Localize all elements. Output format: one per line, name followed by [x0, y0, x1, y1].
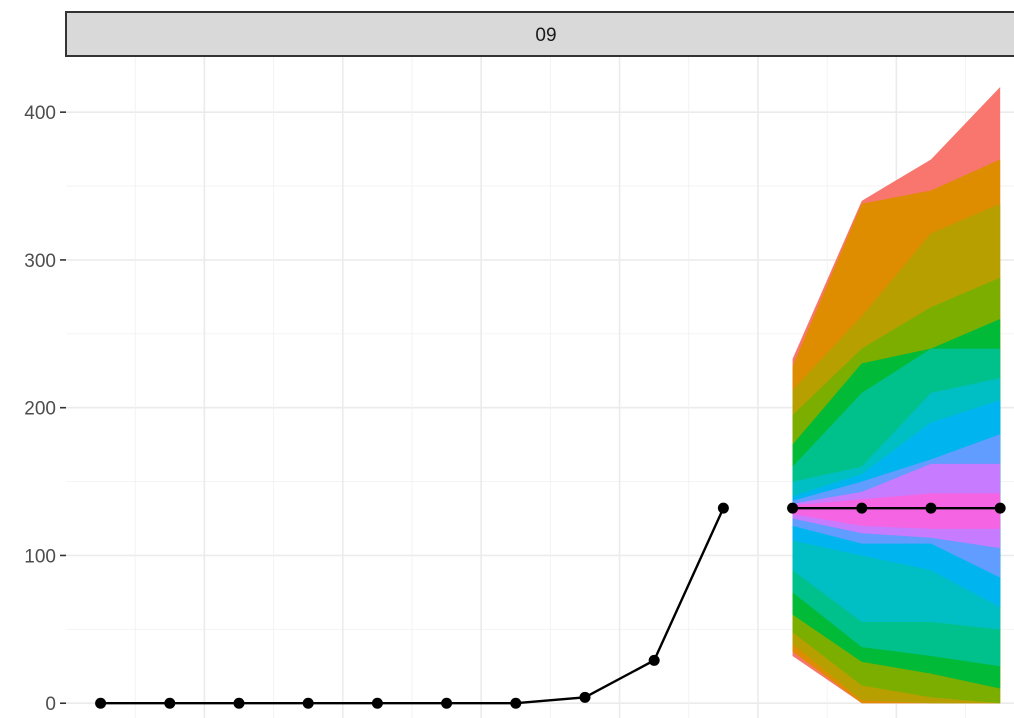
- data-point: [856, 502, 868, 514]
- data-point: [95, 697, 107, 709]
- facet-strip: 09: [65, 11, 1014, 57]
- data-point: [302, 697, 314, 709]
- data-point: [510, 697, 522, 709]
- y-tick-label: 300: [24, 251, 56, 272]
- y-tick-label: 200: [24, 399, 56, 420]
- data-point: [925, 502, 937, 514]
- facet-strip-background: [65, 11, 1014, 57]
- y-tick-label: 100: [24, 546, 56, 567]
- series-points: [95, 502, 1006, 709]
- facet-label: 09: [535, 25, 556, 46]
- data-point: [717, 502, 729, 514]
- data-point: [648, 654, 660, 666]
- series-lines: [100, 506, 1001, 705]
- forecast-band: [792, 493, 1001, 529]
- data-point: [441, 697, 453, 709]
- data-point: [994, 502, 1006, 514]
- y-tick-label: 0: [45, 694, 56, 715]
- series-line: [100, 507, 725, 705]
- data-point: [787, 502, 799, 514]
- data-point: [164, 697, 176, 709]
- data-point: [579, 691, 591, 703]
- y-axis: 0 100 200 300 400: [24, 103, 66, 715]
- forecast-fan: [792, 87, 1001, 704]
- y-tick-label: 400: [24, 103, 56, 124]
- data-point: [371, 697, 383, 709]
- data-point: [233, 697, 245, 709]
